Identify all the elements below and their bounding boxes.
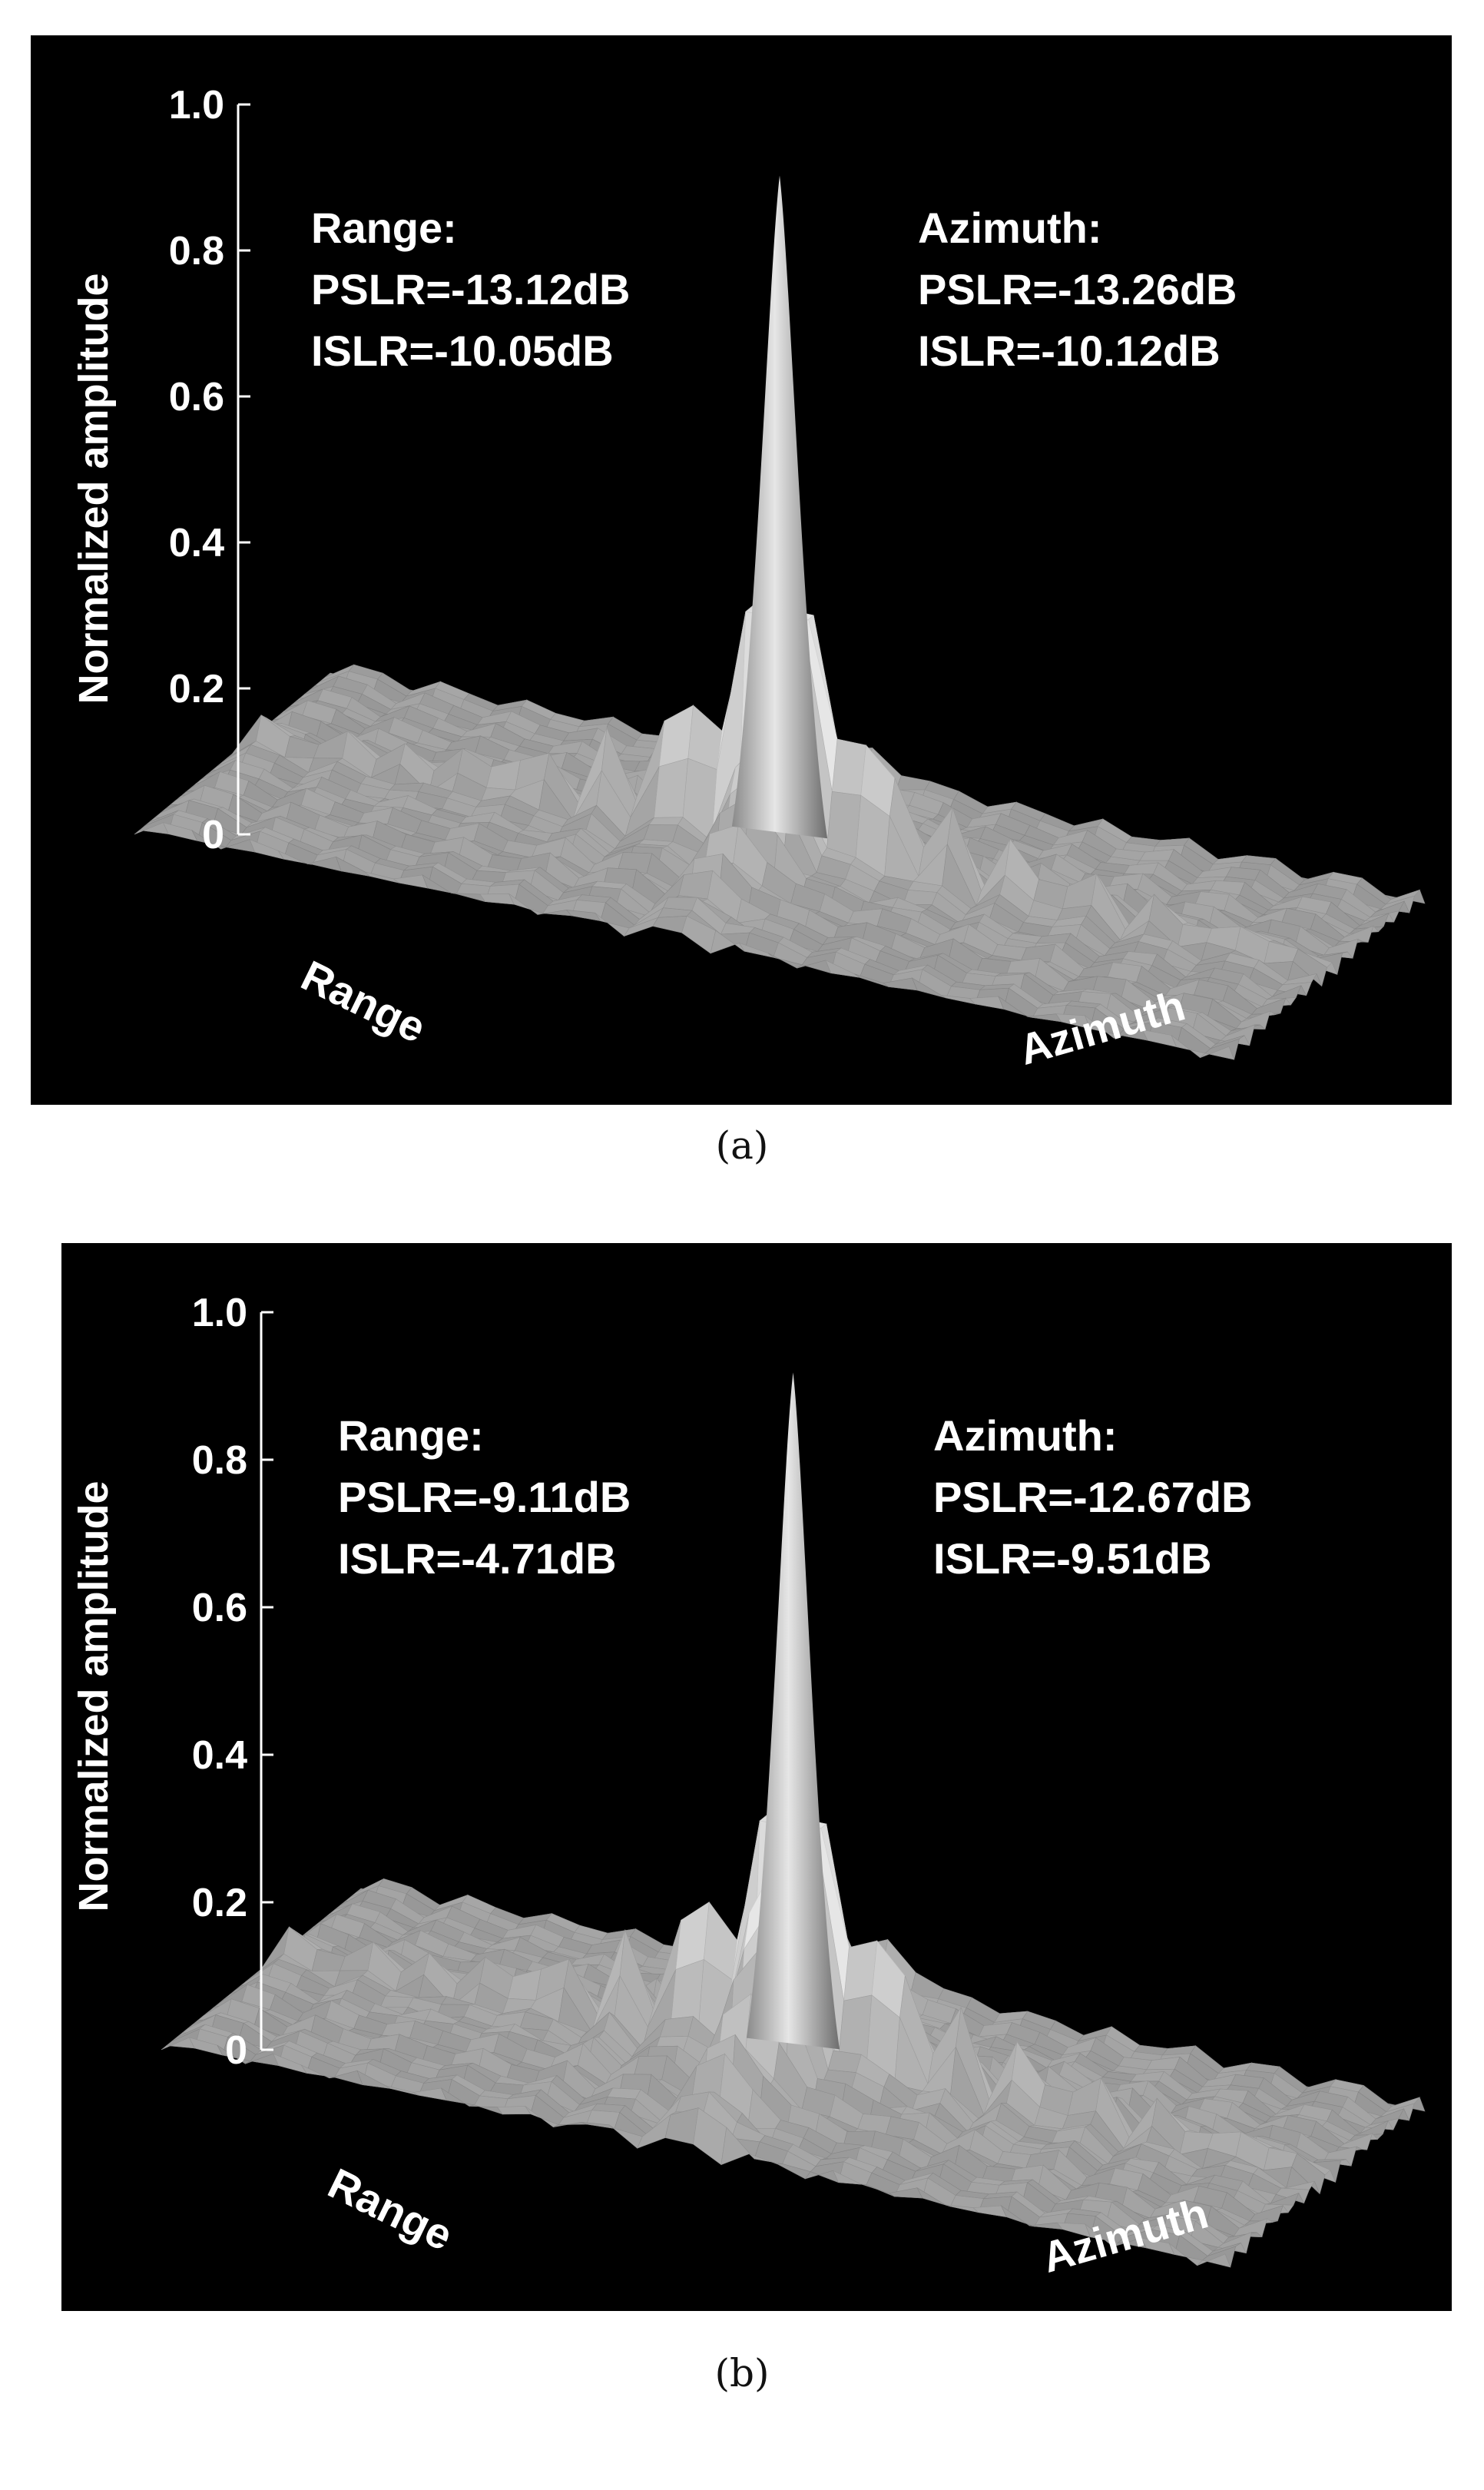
z-axis-title: Normalized amplitude — [71, 273, 117, 704]
main-peak — [731, 175, 828, 839]
z-tick-label: 0.4 — [169, 521, 224, 565]
surface-facet — [827, 2050, 862, 2074]
range-axis-label: Range — [294, 951, 433, 1053]
surface-facet — [648, 817, 684, 826]
azimuth-pslr: PSLR=-13.26dB — [918, 265, 1237, 313]
z-tick-label: 0 — [225, 2028, 247, 2073]
azimuth-annotation-title: Azimuth: — [933, 1411, 1118, 1460]
z-tick-label: 0 — [202, 813, 224, 857]
surface-facet — [643, 824, 678, 842]
surface-facet — [972, 2205, 1007, 2217]
surface-facet — [678, 870, 714, 900]
caption-b: (b) — [714, 2351, 770, 2396]
azimuth-pslr: PSLR=-12.67dB — [933, 1473, 1253, 1521]
z-tick-label: 1.0 — [192, 1291, 247, 1335]
surface-facet — [969, 996, 1005, 1010]
range-pslr: PSLR=-13.12dB — [311, 265, 631, 313]
surface-plot-b: 0 0.2 0.4 0.6 0.8 1.0 Normalized amplitude Ra… — [71, 1291, 1426, 2282]
surface-facet — [831, 738, 866, 796]
surface-facet — [479, 893, 515, 905]
range-axis-label: Range — [321, 2159, 460, 2260]
chart-panel-a: 0 0.2 0.4 0.6 0.8 1.0 Normalized amplitude Ra… — [31, 35, 1452, 1105]
surface-facet — [652, 916, 687, 933]
azimuth-annotation-title: Azimuth: — [918, 204, 1102, 252]
range-islr: ISLR=-4.71dB — [338, 1534, 617, 1583]
range-annotation-title: Range: — [311, 204, 457, 252]
range-islr: ISLR=-10.05dB — [311, 327, 614, 375]
peak-group — [746, 1372, 840, 2050]
surface-facet — [654, 758, 689, 818]
surface-facet — [1200, 1046, 1235, 1060]
z-tick-label: 0.4 — [192, 1733, 247, 1778]
z-tick-label: 1.0 — [169, 83, 224, 128]
z-ticks: 0 0.2 0.4 0.6 0.8 1.0 — [192, 1291, 273, 2073]
chart-panel-b: 0 0.2 0.4 0.6 0.8 1.0 Normalized amplitude Ra… — [61, 1243, 1452, 2311]
azimuth-islr: ISLR=-10.12dB — [918, 327, 1221, 375]
z-axis-title: Normalized amplitude — [71, 1480, 117, 1911]
caption-a: (a) — [715, 1123, 769, 1168]
z-tick-label: 0.2 — [192, 1881, 247, 1925]
range-annotation-title: Range: — [338, 1411, 484, 1460]
z-tick-label: 0.8 — [169, 229, 224, 274]
z-tick-label: 0.8 — [192, 1438, 247, 1483]
surface-facet — [379, 1995, 414, 2008]
surface-plot-a: 0 0.2 0.4 0.6 0.8 1.0 Normalized amplitude Ra… — [71, 83, 1426, 1074]
z-tick-label: 0.6 — [169, 375, 224, 419]
surface-facet — [896, 775, 931, 791]
surface-facet — [496, 2106, 532, 2115]
z-tick-label: 0.6 — [192, 1586, 247, 1630]
azimuth-islr: ISLR=-9.51dB — [933, 1534, 1212, 1583]
surface-facet — [687, 705, 723, 771]
main-peak — [746, 1372, 840, 2050]
range-pslr: PSLR=-9.11dB — [338, 1473, 631, 1521]
peak-group — [731, 175, 828, 839]
z-tick-label: 0.2 — [169, 667, 224, 711]
surface-facet — [1197, 2253, 1231, 2268]
surface-facet — [826, 791, 862, 858]
z-ticks: 0 0.2 0.4 0.6 0.8 1.0 — [169, 83, 250, 857]
